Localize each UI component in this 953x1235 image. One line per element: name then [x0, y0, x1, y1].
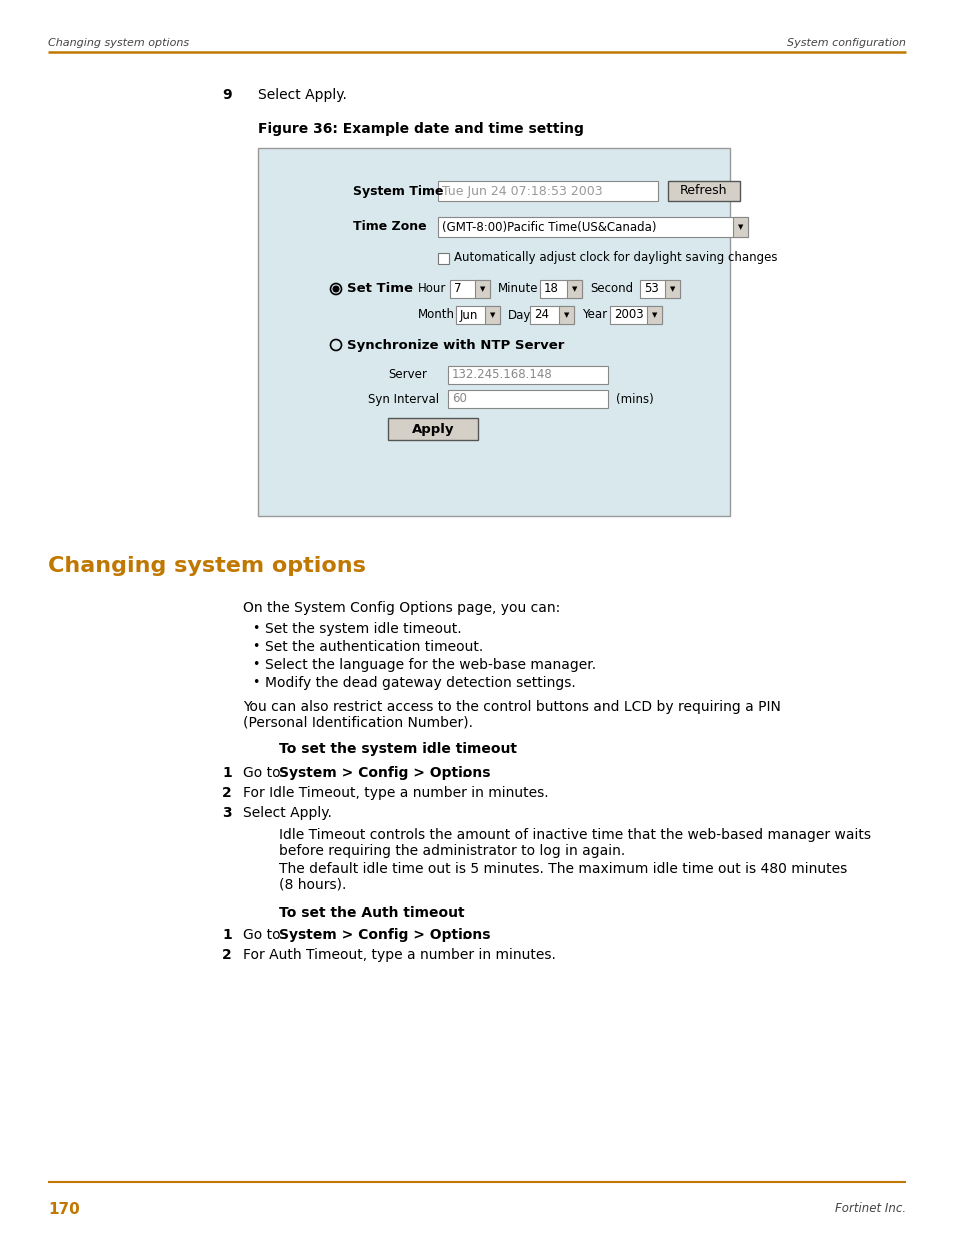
- Text: .: .: [461, 766, 466, 781]
- Text: (8 hours).: (8 hours).: [278, 878, 346, 892]
- Text: Month: Month: [417, 309, 455, 321]
- Text: •: •: [252, 658, 259, 671]
- Circle shape: [333, 287, 338, 291]
- Text: ▼: ▼: [651, 312, 657, 317]
- Text: Select Apply.: Select Apply.: [257, 88, 347, 103]
- Text: Second: Second: [589, 283, 633, 295]
- Bar: [475, 280, 490, 298]
- Text: 170: 170: [48, 1202, 80, 1216]
- Bar: [484, 306, 499, 324]
- Text: 60: 60: [452, 393, 466, 405]
- Text: •: •: [252, 622, 259, 635]
- Text: Server: Server: [388, 368, 426, 382]
- Bar: [388, 417, 477, 440]
- Bar: [539, 280, 581, 298]
- Text: 7: 7: [454, 283, 461, 295]
- Bar: [609, 306, 661, 324]
- Bar: [558, 306, 574, 324]
- Text: Syn Interval: Syn Interval: [368, 393, 438, 405]
- Text: before requiring the administrator to log in again.: before requiring the administrator to lo…: [278, 844, 624, 858]
- Text: System > Config > Options: System > Config > Options: [278, 766, 490, 781]
- Text: 2: 2: [222, 785, 232, 800]
- Text: ▼: ▼: [479, 287, 485, 291]
- Text: •: •: [252, 676, 259, 689]
- Text: ▼: ▼: [571, 287, 577, 291]
- Text: ▼: ▼: [489, 312, 495, 317]
- Text: On the System Config Options page, you can:: On the System Config Options page, you c…: [243, 601, 559, 615]
- Text: 53: 53: [643, 283, 659, 295]
- Text: Figure 36: Example date and time setting: Figure 36: Example date and time setting: [257, 122, 583, 136]
- Text: You can also restrict access to the control buttons and LCD by requiring a PIN: You can also restrict access to the cont…: [243, 700, 781, 714]
- Bar: [450, 280, 490, 298]
- Text: 9: 9: [222, 88, 232, 103]
- Text: 18: 18: [543, 283, 558, 295]
- Text: (Personal Identification Number).: (Personal Identification Number).: [243, 716, 473, 730]
- Text: (mins): (mins): [616, 393, 653, 405]
- Text: Synchronize with NTP Server: Synchronize with NTP Server: [347, 338, 564, 352]
- Text: Set Time: Set Time: [347, 283, 413, 295]
- Bar: [456, 306, 499, 324]
- Text: ▼: ▼: [737, 224, 742, 230]
- Bar: [566, 280, 581, 298]
- Text: Select Apply.: Select Apply.: [243, 806, 332, 820]
- Text: System configuration: System configuration: [786, 38, 905, 48]
- Text: 1: 1: [222, 766, 232, 781]
- Text: 132.245.168.148: 132.245.168.148: [452, 368, 552, 382]
- Text: The default idle time out is 5 minutes. The maximum idle time out is 480 minutes: The default idle time out is 5 minutes. …: [278, 862, 846, 876]
- Text: Day: Day: [507, 309, 531, 321]
- Text: Hour: Hour: [417, 283, 446, 295]
- Text: To set the Auth timeout: To set the Auth timeout: [278, 906, 464, 920]
- Text: Set the authentication timeout.: Set the authentication timeout.: [265, 640, 483, 655]
- Text: For Idle Timeout, type a number in minutes.: For Idle Timeout, type a number in minut…: [243, 785, 548, 800]
- Bar: [732, 217, 747, 237]
- Text: Changing system options: Changing system options: [48, 556, 366, 576]
- Text: Tue Jun 24 07:18:53 2003: Tue Jun 24 07:18:53 2003: [441, 184, 602, 198]
- Bar: [437, 182, 658, 201]
- Text: .: .: [461, 927, 466, 942]
- Bar: [664, 280, 679, 298]
- Text: System > Config > Options: System > Config > Options: [278, 927, 490, 942]
- Text: 2: 2: [222, 948, 232, 962]
- Text: For Auth Timeout, type a number in minutes.: For Auth Timeout, type a number in minut…: [243, 948, 556, 962]
- Bar: [667, 182, 740, 201]
- Text: 1: 1: [222, 927, 232, 942]
- Text: Set the system idle timeout.: Set the system idle timeout.: [265, 622, 461, 636]
- Text: Go to: Go to: [243, 927, 285, 942]
- Text: Minute: Minute: [497, 283, 537, 295]
- Text: Year: Year: [581, 309, 606, 321]
- Bar: [530, 306, 574, 324]
- Text: Modify the dead gateway detection settings.: Modify the dead gateway detection settin…: [265, 676, 576, 690]
- Text: 2003: 2003: [614, 309, 643, 321]
- Text: Idle Timeout controls the amount of inactive time that the web-based manager wai: Idle Timeout controls the amount of inac…: [278, 827, 870, 842]
- Text: Changing system options: Changing system options: [48, 38, 189, 48]
- Text: 3: 3: [222, 806, 232, 820]
- Bar: [448, 390, 607, 408]
- Text: Go to: Go to: [243, 766, 285, 781]
- Text: Refresh: Refresh: [679, 184, 727, 198]
- Text: (GMT-8:00)Pacific Time(US&Canada): (GMT-8:00)Pacific Time(US&Canada): [441, 221, 656, 233]
- Text: System Time: System Time: [353, 184, 443, 198]
- Text: •: •: [252, 640, 259, 653]
- Text: 24: 24: [534, 309, 548, 321]
- Text: Time Zone: Time Zone: [353, 221, 426, 233]
- Text: ▼: ▼: [563, 312, 569, 317]
- Text: To set the system idle timeout: To set the system idle timeout: [278, 742, 517, 756]
- Text: Jun: Jun: [459, 309, 477, 321]
- Bar: [639, 280, 679, 298]
- Text: Apply: Apply: [412, 422, 454, 436]
- Text: Fortinet Inc.: Fortinet Inc.: [834, 1202, 905, 1215]
- Bar: [437, 253, 449, 264]
- Bar: [437, 217, 747, 237]
- Text: ▼: ▼: [669, 287, 675, 291]
- Text: Select the language for the web-base manager.: Select the language for the web-base man…: [265, 658, 596, 672]
- Text: Automatically adjust clock for daylight saving changes: Automatically adjust clock for daylight …: [454, 252, 777, 264]
- Bar: [646, 306, 661, 324]
- Bar: [257, 148, 729, 516]
- Bar: [448, 366, 607, 384]
